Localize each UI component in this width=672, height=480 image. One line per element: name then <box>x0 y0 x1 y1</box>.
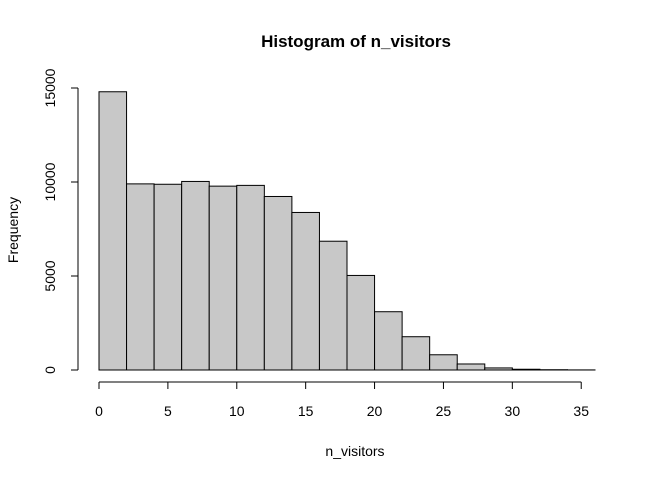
histogram-bar <box>456 363 486 371</box>
histogram-bar <box>346 274 376 371</box>
y-ticks-group: 0 5000 10000 15000 <box>42 68 78 374</box>
x-tick-label: 20 <box>367 403 383 419</box>
histogram-bar <box>98 91 128 371</box>
x-ticks-group: 0 5 10 15 20 25 30 35 <box>95 382 589 419</box>
histogram-bar <box>374 311 403 371</box>
histogram-bar <box>208 185 238 371</box>
histogram-bar <box>236 184 265 371</box>
histogram-bar <box>153 183 183 371</box>
histogram-bar <box>181 180 210 371</box>
histogram-bar <box>318 240 348 371</box>
x-tick-label: 10 <box>229 403 245 419</box>
x-axis-label: n_visitors <box>325 443 384 459</box>
histogram-bar <box>401 336 431 371</box>
histogram-bar <box>484 367 513 371</box>
x-tick-label: 35 <box>573 403 589 419</box>
x-tick-label: 5 <box>164 403 172 419</box>
histogram-bar <box>429 354 458 371</box>
y-axis-label: Frequency <box>5 197 21 263</box>
bars-group <box>98 91 596 371</box>
y-tick-label: 0 <box>42 366 58 374</box>
chart-title: Histogram of n_visitors <box>261 32 451 51</box>
histogram-bar <box>263 195 293 371</box>
x-tick-label: 0 <box>95 403 103 419</box>
x-tick-label: 25 <box>436 403 452 419</box>
histogram-bar <box>126 183 155 371</box>
histogram-bar <box>511 368 541 371</box>
x-tick-label: 15 <box>298 403 314 419</box>
x-tick-label: 30 <box>505 403 521 419</box>
y-tick-label: 15000 <box>42 68 58 107</box>
y-tick-label: 10000 <box>42 162 58 201</box>
histogram-bar <box>291 211 320 371</box>
y-tick-label: 5000 <box>42 260 58 291</box>
